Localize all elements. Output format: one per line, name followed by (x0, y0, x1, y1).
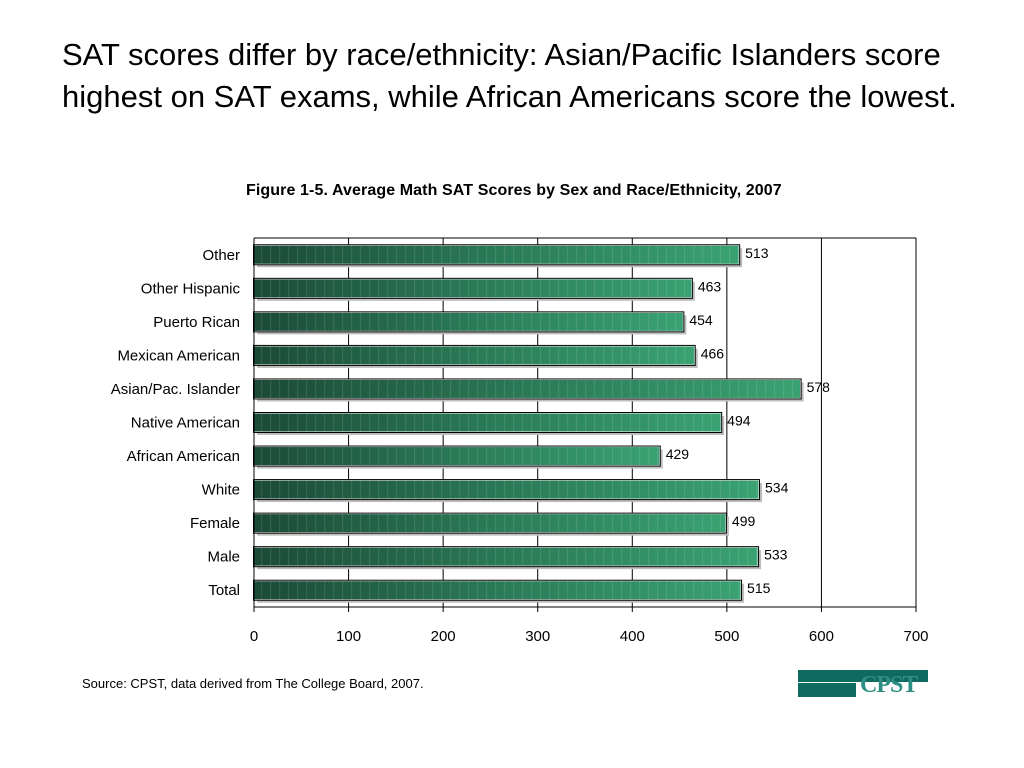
category-label: Mexican American (117, 347, 240, 364)
value-label: 534 (765, 480, 789, 496)
chart-title: Figure 1-5. Average Math SAT Scores by S… (246, 182, 782, 199)
value-label: 533 (764, 547, 788, 563)
category-label: White (202, 482, 240, 499)
bar-texture (254, 547, 759, 567)
bar-texture (254, 513, 726, 533)
bar-texture (254, 580, 742, 600)
value-label: 499 (732, 513, 756, 529)
value-label: 515 (747, 580, 771, 596)
headline: SAT scores differ by race/ethnicity: Asi… (62, 37, 957, 114)
value-label: 463 (698, 278, 722, 294)
category-label: Puerto Rican (153, 314, 240, 331)
value-label: 494 (727, 413, 751, 429)
value-label: 466 (701, 345, 725, 361)
x-tick-label: 500 (714, 628, 739, 645)
category-label: Asian/Pac. Islander (111, 381, 240, 398)
x-tick-label: 300 (525, 628, 550, 645)
x-tick-label: 600 (809, 628, 834, 645)
bar-texture (254, 480, 760, 500)
x-tick-label: 0 (250, 628, 258, 645)
value-label: 454 (689, 312, 713, 328)
x-tick-label: 100 (336, 628, 361, 645)
bar-texture (254, 446, 660, 466)
category-label: Total (208, 582, 240, 599)
x-tick-label: 200 (431, 628, 456, 645)
category-label: Native American (131, 415, 240, 432)
value-label: 578 (807, 379, 831, 395)
bar-texture (254, 345, 695, 365)
category-label: Other Hispanic (141, 280, 241, 297)
source-note: Source: CPST, data derived from The Coll… (82, 676, 424, 691)
value-label: 429 (666, 446, 690, 462)
cpst-logo: CPST (798, 670, 928, 697)
category-label: Other (202, 247, 240, 264)
bar-texture (254, 413, 722, 432)
bar-texture (254, 278, 692, 298)
value-label: 513 (745, 245, 769, 261)
bar-texture (254, 245, 740, 265)
logo-text: CPST (860, 672, 918, 698)
x-tick-label: 700 (903, 628, 928, 645)
category-label: Female (190, 515, 240, 532)
category-label: African American (127, 448, 240, 465)
bar-texture (254, 312, 684, 332)
bar-texture (254, 379, 801, 399)
x-tick-label: 400 (620, 628, 645, 645)
category-label: Male (207, 549, 240, 566)
